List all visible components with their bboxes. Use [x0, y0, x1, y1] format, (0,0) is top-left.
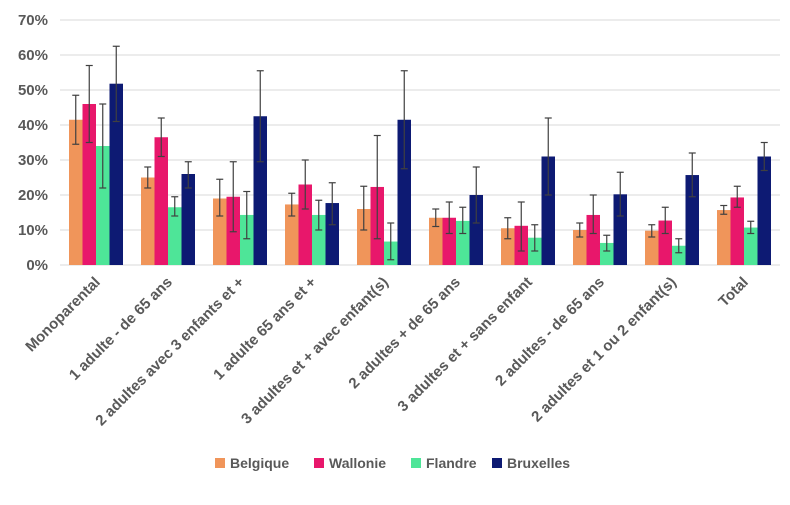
bar	[456, 220, 470, 265]
bars	[69, 83, 771, 265]
bar	[168, 207, 182, 265]
bar	[357, 209, 371, 265]
y-tick-label: 50%	[18, 82, 48, 99]
x-tick-label: Monoparental	[22, 274, 104, 356]
legend-swatch	[215, 458, 225, 468]
legend-label: Wallonie	[329, 455, 386, 471]
bar	[253, 116, 267, 265]
bar	[285, 204, 299, 265]
bar	[397, 119, 411, 265]
bar	[141, 177, 155, 265]
y-tick-label: 20%	[18, 187, 48, 204]
bar	[325, 203, 339, 265]
bar	[645, 230, 659, 265]
bar	[541, 156, 555, 265]
bar	[685, 175, 699, 265]
y-tick-label: 70%	[18, 12, 48, 29]
y-tick-label: 30%	[18, 152, 48, 169]
legend-swatch	[314, 458, 324, 468]
bar	[757, 156, 771, 265]
bar	[442, 217, 456, 265]
legend-label: Belgique	[230, 455, 289, 471]
bar	[600, 242, 614, 265]
y-tick-label: 0%	[26, 257, 48, 274]
bar	[730, 197, 744, 265]
bar	[181, 174, 195, 265]
x-tick-label: 3 adultes et + avec enfant(s)	[238, 274, 392, 428]
bar	[154, 137, 168, 265]
bar	[69, 119, 83, 265]
bar	[96, 146, 110, 265]
x-tick-label: 2 adultes avec 3 enfants et +	[92, 274, 248, 430]
x-tick-label: 2 adultes et 1 ou 2 enfant(s)	[528, 274, 680, 426]
y-tick-label: 10%	[18, 222, 48, 239]
gridlines	[60, 19, 780, 266]
legend: Belgique Wallonie Flandre Bruxelles	[215, 455, 570, 471]
y-axis: 0% 10% 20% 30% 40% 50% 60% 70%	[18, 12, 48, 274]
bar	[213, 198, 227, 265]
bar	[240, 214, 254, 265]
legend-swatch	[411, 458, 421, 468]
bar	[672, 245, 686, 265]
error-bars	[72, 45, 768, 261]
bar	[82, 104, 96, 265]
legend-label: Bruxelles	[507, 455, 570, 471]
y-tick-label: 40%	[18, 117, 48, 134]
legend-swatch	[492, 458, 502, 468]
bar	[429, 217, 443, 265]
bar	[586, 214, 600, 265]
bar	[312, 214, 326, 265]
bar	[573, 230, 587, 265]
y-tick-label: 60%	[18, 47, 48, 64]
legend-label: Flandre	[426, 455, 477, 471]
bar	[744, 227, 758, 265]
bar	[109, 83, 123, 265]
bar	[298, 184, 312, 265]
bar	[613, 194, 627, 265]
bar	[501, 228, 515, 265]
x-tick-label: 3 adultes et + sans enfant	[394, 274, 535, 415]
bar	[717, 210, 731, 265]
bar	[658, 220, 672, 265]
bar	[469, 195, 483, 265]
x-tick-label: Total	[715, 274, 752, 311]
